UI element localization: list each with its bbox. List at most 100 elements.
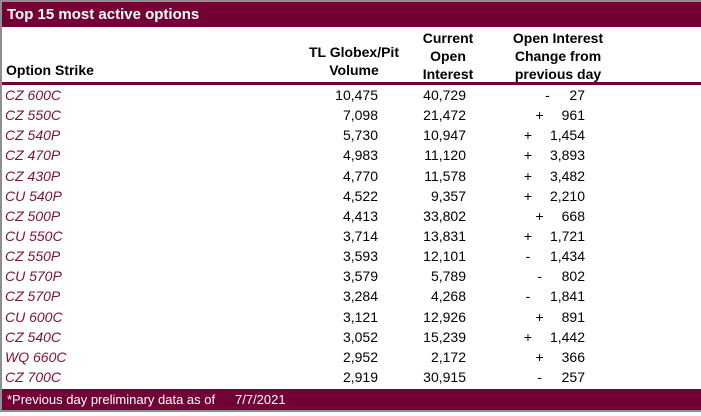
change-value: 3,893	[549, 147, 585, 164]
table-row: CZ 600C 10,475 40,729 - 27	[2, 85, 701, 105]
filler-cell	[585, 125, 701, 145]
volume-cell: 10,475	[335, 87, 378, 103]
sheet-border-bottom	[0, 410, 701, 412]
change-sign: +	[535, 308, 544, 325]
header-oi-change-line-1: Open Interest	[512, 30, 604, 46]
oi-change-cell: - 1,434	[466, 246, 585, 266]
open-interest-cell: 40,729	[423, 87, 466, 103]
report-title-bar: Top 15 most active options	[2, 2, 701, 27]
oi-change-cell: + 3,482	[466, 166, 585, 186]
change-sign: -	[525, 248, 531, 265]
open-interest-cell: 15,239	[423, 328, 466, 345]
option-strike-cell: CZ 540C	[5, 328, 62, 345]
change-sign: -	[525, 288, 531, 305]
change-value: 257	[561, 368, 585, 385]
open-interest-cell: 10,947	[423, 127, 466, 144]
open-interest-cell: 12,926	[423, 308, 466, 325]
change-sign: +	[535, 207, 544, 224]
option-strike-cell: CZ 540P	[5, 127, 61, 144]
oi-change-cell: + 2,210	[466, 186, 585, 206]
oi-change-cell: - 1,841	[466, 286, 585, 306]
header-open-interest-line-3: Interest	[422, 66, 474, 82]
header-volume-line-1: TL Globex/Pit	[309, 44, 399, 60]
volume-cell: 3,579	[342, 268, 378, 285]
filler-cell	[585, 145, 701, 165]
option-strike-cell: CZ 430P	[5, 167, 61, 184]
filler-cell	[585, 246, 701, 266]
table-row: CZ 540C 3,052 15,239 + 1,442	[2, 327, 701, 347]
change-value: 1,721	[549, 227, 585, 244]
change-value: 2,210	[549, 187, 585, 204]
filler-cell	[585, 226, 701, 246]
change-value: 891	[561, 308, 585, 325]
open-interest-cell: 11,120	[424, 147, 466, 164]
volume-cell: 4,522	[342, 187, 378, 204]
filler-cell	[585, 166, 701, 186]
change-sign: +	[523, 127, 533, 144]
open-interest-cell: 5,789	[430, 268, 466, 285]
volume-cell: 2,952	[342, 348, 378, 365]
table-row: CZ 570P 3,284 4,268 - 1,841	[2, 286, 701, 306]
option-strike-cell: CU 550C	[5, 227, 63, 244]
header-volume-line-2: Volume	[329, 62, 379, 78]
change-sign: +	[523, 227, 533, 244]
sheet-border-top	[0, 0, 701, 2]
table-row: CU 600C 3,121 12,926 + 891	[2, 307, 701, 327]
change-value: 668	[561, 207, 585, 224]
open-interest-cell: 11,578	[424, 167, 466, 184]
volume-cell: 4,413	[342, 207, 378, 224]
oi-change-cell: - 27	[466, 85, 585, 105]
table-row: CZ 430P 4,770 11,578 + 3,482	[2, 166, 701, 186]
change-sign: +	[523, 328, 533, 345]
oi-change-cell: + 891	[466, 307, 585, 327]
table-row: CZ 700C 2,919 30,915 - 257	[2, 367, 701, 387]
volume-cell: 4,770	[342, 167, 378, 184]
option-strike-cell: CU 570P	[5, 268, 62, 285]
option-strike-cell: CZ 550C	[5, 107, 62, 124]
oi-change-cell: + 961	[466, 105, 585, 125]
filler-cell	[585, 347, 701, 367]
report-title: Top 15 most active options	[7, 6, 200, 23]
filler-cell	[585, 186, 701, 206]
table-row: CZ 540P 5,730 10,947 + 1,454	[2, 125, 701, 145]
change-sign: +	[523, 147, 533, 164]
footnote-bar: *Previous day preliminary data as of 7/7…	[2, 389, 701, 410]
oi-change-cell: - 257	[466, 367, 585, 387]
oi-change-cell: + 366	[466, 347, 585, 367]
change-value: 3,482	[549, 167, 585, 184]
change-sign: +	[535, 348, 544, 365]
table-row: CZ 550C 7,098 21,472 + 961	[2, 105, 701, 125]
option-strike-cell: CU 600C	[5, 308, 63, 325]
table-row: WQ 660C 2,952 2,172 + 366	[2, 347, 701, 367]
open-interest-cell: 12,101	[423, 248, 466, 265]
open-interest-cell: 4,268	[430, 288, 466, 305]
volume-cell: 2,919	[342, 368, 378, 385]
open-interest-cell: 13,831	[423, 227, 466, 244]
oi-change-cell: + 3,893	[466, 145, 585, 165]
table-row: CZ 550P 3,593 12,101 - 1,434	[2, 246, 701, 266]
header-oi-change-line-3: previous day	[514, 66, 602, 82]
volume-cell: 5,730	[342, 127, 378, 144]
change-value: 1,454	[549, 127, 585, 144]
table-row: CZ 470P 4,983 11,120 + 3,893	[2, 145, 701, 165]
option-strike-cell: CZ 500P	[5, 207, 61, 224]
volume-cell: 3,284	[342, 288, 378, 305]
option-strike-cell: CU 540P	[5, 187, 62, 204]
header-volume: TL Globex/Pit Volume	[274, 43, 434, 79]
option-strike-cell: CZ 570P	[5, 288, 61, 305]
table-row: CU 550C 3,714 13,831 + 1,721	[2, 226, 701, 246]
table-row: CU 570P 3,579 5,789 - 802	[2, 266, 701, 286]
volume-cell: 7,098	[342, 107, 378, 124]
oi-change-cell: - 802	[466, 266, 585, 286]
change-value: 1,841	[549, 288, 585, 305]
change-sign: +	[523, 167, 533, 184]
header-open-interest-line-2: Open	[430, 48, 466, 64]
open-interest-cell: 2,172	[430, 348, 466, 365]
filler-cell	[585, 266, 701, 286]
oi-change-cell: + 668	[466, 206, 585, 226]
table-header-row: Option Strike TL Globex/Pit Volume Curre…	[2, 27, 701, 85]
table-row: CU 540P 4,522 9,357 + 2,210	[2, 186, 701, 206]
change-value: 1,434	[549, 248, 585, 265]
filler-cell	[585, 286, 701, 306]
filler-cell	[585, 367, 701, 387]
